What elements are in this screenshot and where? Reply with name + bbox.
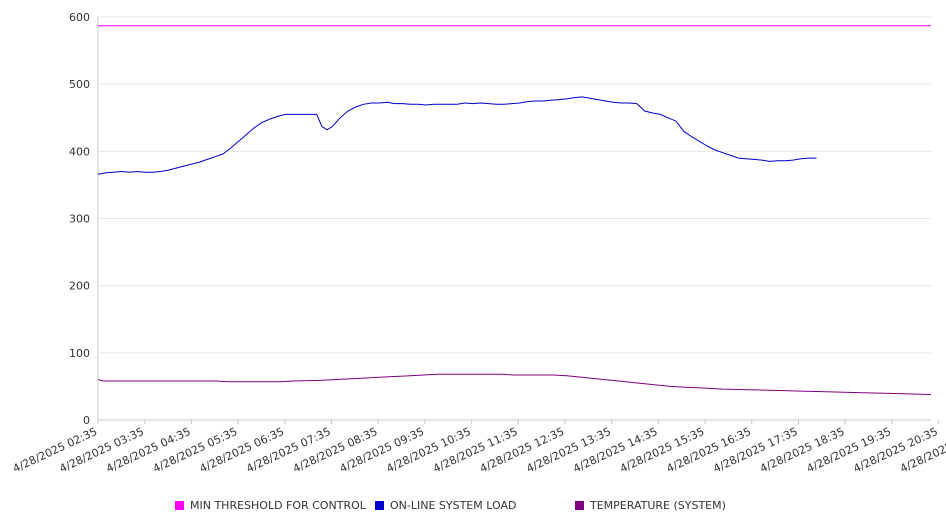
legend-label-temperature: TEMPERATURE (SYSTEM) <box>590 499 726 512</box>
legend-swatch-min-threshold <box>175 501 184 510</box>
y-tick-label-400: 400 <box>69 145 90 158</box>
legend-swatch-online-system-load <box>375 501 384 510</box>
y-tick-label-500: 500 <box>69 78 90 91</box>
y-tick-label-0: 0 <box>83 414 90 427</box>
y-tick-label-200: 200 <box>69 280 90 293</box>
legend-item-temperature[interactable]: TEMPERATURE (SYSTEM) <box>575 499 726 512</box>
chart-legend: MIN THRESHOLD FOR CONTROL ON-LINE SYSTEM… <box>0 496 946 516</box>
legend-item-online-system-load[interactable]: ON-LINE SYSTEM LOAD <box>375 499 516 512</box>
legend-label-min-threshold: MIN THRESHOLD FOR CONTROL <box>190 499 366 512</box>
series-line-online-system-load <box>97 96 817 175</box>
series-line-temperature <box>97 373 932 395</box>
legend-label-online-system-load: ON-LINE SYSTEM LOAD <box>390 499 517 512</box>
y-tick-label-600: 600 <box>69 11 90 24</box>
legend-swatch-temperature <box>575 501 584 510</box>
y-tick-label-100: 100 <box>69 347 90 360</box>
y-tick-label-300: 300 <box>69 213 90 226</box>
legend-item-min-threshold[interactable]: MIN THRESHOLD FOR CONTROL <box>175 499 366 512</box>
